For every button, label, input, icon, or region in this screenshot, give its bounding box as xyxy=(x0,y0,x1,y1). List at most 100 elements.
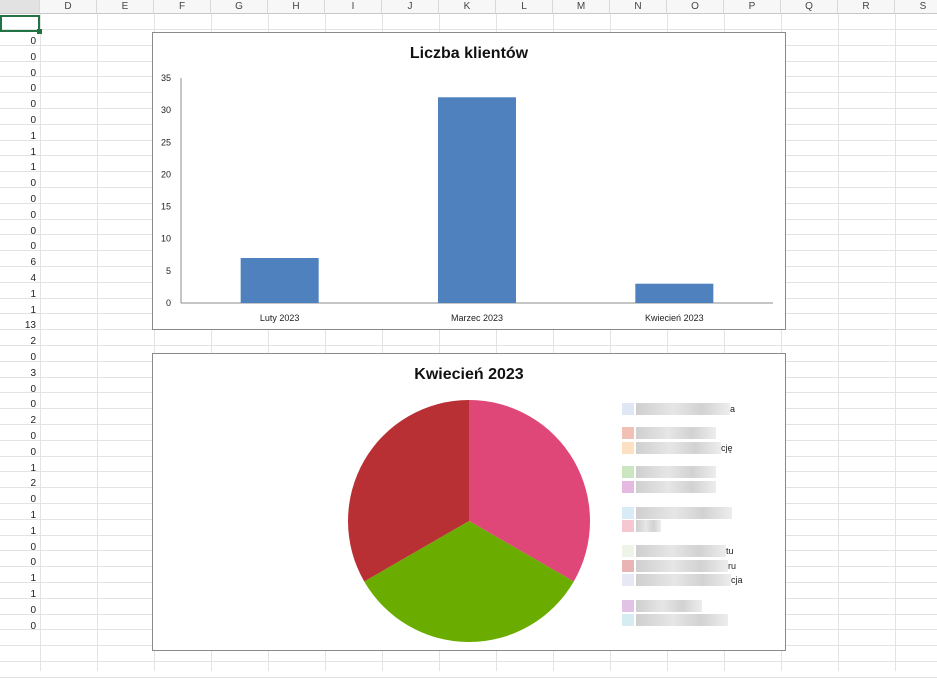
legend-swatch xyxy=(622,600,634,612)
column-header-current[interactable] xyxy=(0,0,40,14)
grid-column-line xyxy=(40,14,41,671)
cell-value[interactable]: 1 xyxy=(30,526,36,537)
cell-value[interactable]: 1 xyxy=(30,589,36,600)
column-header-M[interactable]: M xyxy=(553,0,610,14)
cell-value[interactable]: 0 xyxy=(30,384,36,395)
column-header-J[interactable]: J xyxy=(382,0,439,14)
column-header-O[interactable]: O xyxy=(667,0,724,14)
cell-value[interactable]: 0 xyxy=(30,447,36,458)
cell-value[interactable]: 0 xyxy=(30,52,36,63)
column-header-H[interactable]: H xyxy=(268,0,325,14)
y-tick-label: 5 xyxy=(166,266,171,276)
legend-label-fragment: cja xyxy=(731,575,743,585)
grid-column-line xyxy=(211,14,212,671)
cell-value[interactable]: 0 xyxy=(30,399,36,410)
cell-value[interactable]: 3 xyxy=(30,368,36,379)
x-category-label: Luty 2023 xyxy=(260,313,300,323)
grid-column-line xyxy=(610,14,611,671)
grid-column-line xyxy=(154,14,155,671)
y-tick-label: 30 xyxy=(161,105,171,115)
y-tick-label: 20 xyxy=(161,169,171,179)
cell-value[interactable]: 2 xyxy=(30,415,36,426)
grid-column-line xyxy=(553,14,554,671)
grid-column-line xyxy=(667,14,668,671)
active-cell-selection[interactable] xyxy=(0,15,40,32)
column-header-I[interactable]: I xyxy=(325,0,382,14)
cell-value[interactable]: 4 xyxy=(30,273,36,284)
cell-value[interactable]: 0 xyxy=(30,542,36,553)
legend-label-obscured xyxy=(636,481,716,493)
column-header-E[interactable]: E xyxy=(97,0,154,14)
cell-value[interactable]: 0 xyxy=(30,621,36,632)
bar-0[interactable] xyxy=(240,258,319,303)
pie-chart-title: Kwiecień 2023 xyxy=(414,366,524,383)
column-header-K[interactable]: K xyxy=(439,0,496,14)
cell-value[interactable]: 13 xyxy=(24,320,36,331)
cell-value[interactable]: 0 xyxy=(30,494,36,505)
legend-label-obscured xyxy=(636,427,716,439)
cell-value[interactable]: 1 xyxy=(30,147,36,158)
bar-2[interactable] xyxy=(635,283,714,303)
cell-value[interactable]: 1 xyxy=(30,510,36,521)
bar-1[interactable] xyxy=(438,97,516,304)
cell-value[interactable]: 0 xyxy=(30,178,36,189)
legend-label-obscured xyxy=(636,545,726,557)
column-header-S[interactable]: S xyxy=(895,0,937,14)
pie-slice-0[interactable] xyxy=(469,400,590,582)
legend-swatch xyxy=(622,427,634,439)
cell-value[interactable]: 1 xyxy=(30,131,36,142)
column-header-L[interactable]: L xyxy=(496,0,553,14)
cell-value[interactable]: 2 xyxy=(30,336,36,347)
y-tick-label: 10 xyxy=(161,234,171,244)
grid-column-line xyxy=(325,14,326,671)
column-header-D[interactable]: D xyxy=(40,0,97,14)
fill-handle[interactable] xyxy=(37,29,42,34)
cell-value[interactable]: 1 xyxy=(30,305,36,316)
legend-label-obscured xyxy=(636,614,728,626)
cell-value[interactable]: 0 xyxy=(30,210,36,221)
cell-value[interactable]: 0 xyxy=(30,68,36,79)
cell-value[interactable]: 0 xyxy=(30,194,36,205)
legend-label-obscured xyxy=(636,520,661,532)
legend-swatch xyxy=(622,520,634,532)
cell-value[interactable]: 0 xyxy=(30,99,36,110)
cell-value[interactable]: 0 xyxy=(30,83,36,94)
cell-value[interactable]: 1 xyxy=(30,162,36,173)
legend-swatch xyxy=(622,507,634,519)
pie-slice-2[interactable] xyxy=(348,400,469,582)
cell-value[interactable]: 0 xyxy=(30,115,36,126)
column-header-F[interactable]: F xyxy=(154,0,211,14)
legend-swatch xyxy=(622,403,634,415)
cell-value[interactable]: 0 xyxy=(30,557,36,568)
bar-chart-title: Liczba klientów xyxy=(409,45,529,62)
column-header-Q[interactable]: Q xyxy=(781,0,838,14)
grid-column-line xyxy=(268,14,269,671)
grid-column-line xyxy=(97,14,98,671)
legend-label-obscured xyxy=(636,574,731,586)
cell-value[interactable]: 0 xyxy=(30,431,36,442)
cell-value[interactable]: 0 xyxy=(30,605,36,616)
column-header-R[interactable]: R xyxy=(838,0,895,14)
cell-value[interactable]: 6 xyxy=(30,257,36,268)
pie-chart[interactable]: Kwiecień 2023 a cję tu ru cja xyxy=(152,353,786,651)
cell-value[interactable]: 1 xyxy=(30,289,36,300)
cell-value[interactable]: 0 xyxy=(30,226,36,237)
column-header-N[interactable]: N xyxy=(610,0,667,14)
bar-chart-plot: 0 5 10 15 20 25 30 35 Luty 2023 Marzec 2023 Kwieci… xyxy=(161,73,773,323)
cell-value[interactable]: 1 xyxy=(30,573,36,584)
cell-value[interactable]: 0 xyxy=(30,36,36,47)
cell-value[interactable]: 2 xyxy=(30,478,36,489)
cell-value[interactable]: 1 xyxy=(30,463,36,474)
bar-chart[interactable]: Liczba klientów 0 5 10 15 20 25 30 35 Luty 2023 M… xyxy=(152,32,786,330)
legend-label-obscured xyxy=(636,507,732,519)
cell-value[interactable]: 0 xyxy=(30,241,36,252)
cell-value[interactable]: 0 xyxy=(30,352,36,363)
pie-legend: a cję tu ru cja xyxy=(622,403,772,643)
pie-slice-1[interactable] xyxy=(364,521,574,642)
column-header-G[interactable]: G xyxy=(211,0,268,14)
legend-swatch xyxy=(622,545,634,557)
legend-label-obscured xyxy=(636,442,721,454)
column-header-P[interactable]: P xyxy=(724,0,781,14)
grid-column-line xyxy=(439,14,440,671)
